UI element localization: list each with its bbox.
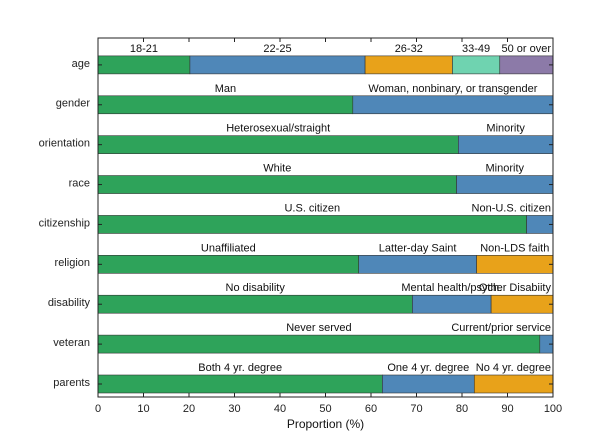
bar-segment-age-3: [364, 55, 453, 75]
segment-label-age-3: 26-32: [395, 43, 423, 55]
bar-segment-veteran-1: [97, 334, 541, 354]
x-tick-label: 0: [95, 403, 101, 415]
bar-segment-gender-1: [97, 95, 354, 115]
segment-label-parents-1: Both 4 yr. degree: [198, 362, 282, 374]
bar-segment-religion-2: [358, 255, 477, 274]
segment-label-religion-2: Latter-day Saint: [379, 242, 457, 254]
bar-segment-disability-2: [412, 294, 492, 314]
segment-label-citizenship-2: Non-U.S. citizen: [472, 202, 551, 214]
segment-label-veteran-2: Current/prior service: [451, 322, 551, 334]
x-tick-label: 60: [365, 403, 377, 415]
bar-segment-gender-2: [352, 95, 554, 115]
segment-label-orientation-2: Minority: [486, 123, 525, 135]
bar-segment-disability-1: [97, 294, 413, 314]
category-label-disability: disability: [48, 297, 91, 309]
bar-segment-religion-3: [476, 255, 554, 274]
bar-segment-parents-2: [382, 374, 475, 394]
x-tick-label: 50: [319, 403, 331, 415]
x-tick-label: 80: [456, 403, 468, 415]
bar-segment-race-1: [97, 175, 457, 194]
bar-segment-age-5: [499, 55, 554, 75]
segment-label-religion-3: Non-LDS faith: [480, 242, 549, 254]
segment-label-veteran-1: Never served: [286, 322, 351, 334]
category-label-age: age: [72, 58, 90, 70]
segment-label-age-1: 18-21: [130, 43, 158, 55]
segment-label-race-1: White: [263, 163, 291, 175]
category-label-gender: gender: [56, 98, 91, 110]
bar-segment-race-2: [456, 175, 554, 194]
segment-label-citizenship-1: U.S. citizen: [284, 202, 340, 214]
category-label-parents: parents: [53, 377, 90, 389]
bar-segment-religion-1: [97, 255, 360, 274]
bar-segment-orientation-1: [97, 135, 459, 154]
x-tick-label: 70: [410, 403, 422, 415]
x-tick-label: 30: [228, 403, 240, 415]
segment-label-orientation-1: Heterosexual/straight: [226, 123, 330, 135]
bar-segment-age-2: [189, 55, 366, 75]
category-label-veteran: veteran: [53, 337, 90, 349]
segment-label-disability-2: Mental health/psych.: [401, 282, 502, 294]
bar-segment-age-1: [97, 55, 191, 75]
segment-label-disability-1: No disability: [226, 282, 286, 294]
segment-label-disability-3: Other Disabiity: [479, 282, 552, 294]
segment-label-parents-3: No 4 yr. degree: [476, 362, 551, 374]
segment-label-age-5: 50 or over: [501, 43, 551, 55]
x-tick-label: 100: [544, 403, 562, 415]
segment-labels-layer: 18-21 22-25 26-32 33-49 50 or over Man Woman, …: [130, 43, 552, 374]
segment-label-gender-1: Man: [215, 83, 236, 95]
x-tick-label: 10: [137, 403, 149, 415]
x-axis: 0 10 20 30 40 50 60 70 80 90 100: [95, 38, 562, 415]
category-label-citizenship: citizenship: [39, 217, 90, 229]
segment-label-religion-1: Unaffiliated: [201, 242, 256, 254]
segment-label-gender-2: Woman, nonbinary, or transgender: [368, 83, 537, 95]
y-axis: age gender orientation race citizenship relig…: [39, 58, 553, 389]
x-tick-label: 20: [183, 403, 195, 415]
bars-layer: [97, 55, 554, 394]
x-axis-title: Proportion (%): [287, 417, 364, 431]
bar-segment-parents-3: [473, 374, 554, 394]
segment-label-race-2: Minority: [486, 163, 525, 175]
category-label-orientation: orientation: [39, 138, 90, 150]
segment-label-age-4: 33-49: [462, 43, 490, 55]
x-tick-label: 90: [501, 403, 513, 415]
bar-segment-disability-3: [490, 294, 554, 314]
segment-label-parents-2: One 4 yr. degree: [387, 362, 469, 374]
x-tick-label: 40: [274, 403, 286, 415]
bar-segment-age-4: [452, 55, 501, 75]
category-label-race: race: [69, 177, 90, 189]
bar-segment-parents-1: [97, 374, 383, 394]
bar-segment-citizenship-1: [97, 215, 527, 234]
category-label-religion: religion: [55, 257, 90, 269]
bar-segment-orientation-2: [458, 135, 554, 154]
segment-label-age-2: 22-25: [263, 43, 291, 55]
